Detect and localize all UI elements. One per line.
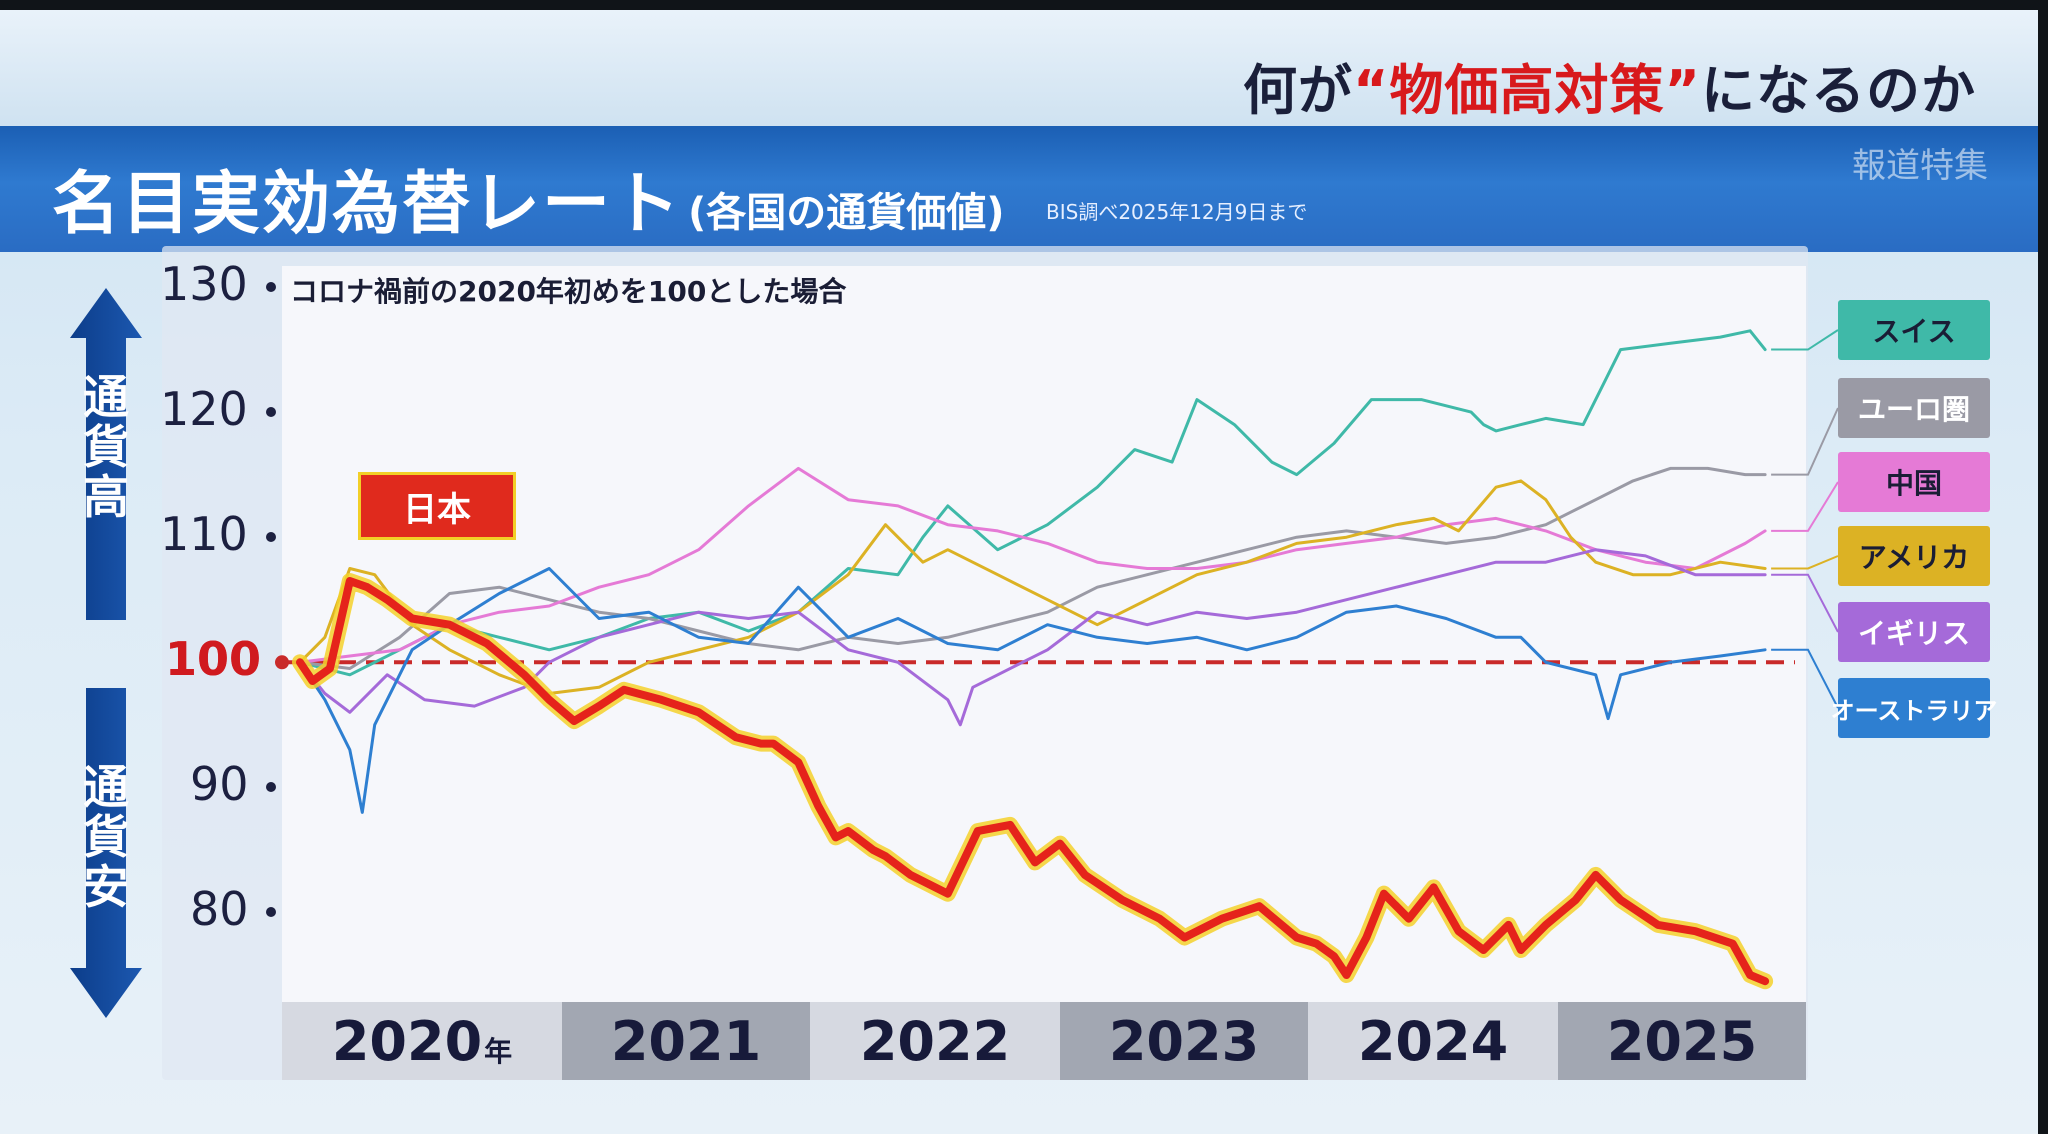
legend-leader-uk <box>1771 573 1839 633</box>
legend-leader-usa <box>1771 555 1839 570</box>
topic-suffix: になるのか <box>1701 59 1976 122</box>
data-source-note: BIS調べ2025年12月9日まで <box>1046 200 1308 224</box>
chart-note: コロナ禍前の2020年初めを100とした場合 <box>290 275 847 308</box>
x-tick-label: 2025 <box>1558 1002 1806 1080</box>
y-tick-label: 100 <box>165 632 262 687</box>
legend-leader-china <box>1771 481 1839 532</box>
y-tick-label: 90 <box>190 757 249 812</box>
legend-leader-australia <box>1771 648 1839 709</box>
y-tick-label: 130 <box>160 257 248 312</box>
legend-item-swiss: スイス <box>1838 300 1990 360</box>
series-label-japan: 日本 <box>358 472 516 540</box>
topic-prefix: 何が <box>1243 59 1354 122</box>
series-line-uk <box>298 548 1767 727</box>
x-tick-label: 2022 <box>810 1002 1060 1080</box>
y-tick-dot <box>266 782 276 793</box>
y-tick-label: 120 <box>160 382 248 437</box>
x-tick-year-suffix: 年 <box>484 1035 513 1068</box>
currency-down-arrow <box>70 688 142 1018</box>
topic-headline: 何が“物価高対策”になるのか <box>1243 46 1976 125</box>
legend-item-australia: オーストラリア <box>1831 678 1997 738</box>
legend-item-usa: アメリカ <box>1838 526 1990 586</box>
y-tick-label: 100 <box>165 632 262 687</box>
currency-up-arrow <box>70 288 142 620</box>
currency-down-label: 通貨安 <box>83 760 129 914</box>
screen-bezel-right <box>2038 0 2048 1134</box>
x-tick-label: 2021 <box>562 1002 810 1080</box>
currency-up-label: 通貨高 <box>83 370 129 524</box>
legend-leader-swiss <box>1771 329 1839 351</box>
reference-dot <box>275 655 289 670</box>
plot-area <box>282 266 1806 1002</box>
y-tick-dot <box>266 407 276 418</box>
y-tick-label: 110 <box>160 507 248 562</box>
series-line-euro <box>298 466 1767 670</box>
y-tick-label: 80 <box>190 882 249 937</box>
topic-banner: 何が“物価高対策”になるのか <box>0 10 2038 126</box>
topic-highlight: “物価高対策” <box>1353 59 1701 122</box>
legend-item-china: 中国 <box>1838 452 1990 512</box>
x-tick-label: 2023 <box>1060 1002 1308 1080</box>
legend-leader-euro <box>1771 407 1839 476</box>
x-tick-label: 2024 <box>1308 1002 1558 1080</box>
series-line-usa <box>298 479 1767 695</box>
series-line-swiss <box>298 329 1767 677</box>
x-tick-label: 2020 年 <box>282 1002 562 1080</box>
legend-item-euro: ユーロ圏 <box>1838 378 1990 438</box>
series-line-china <box>298 466 1767 664</box>
screen-bezel-top <box>0 0 2048 10</box>
chart-subtitle: (各国の通貨価値) <box>688 190 1005 236</box>
series-line-japan <box>296 577 1770 986</box>
title-bar: 名目実効為替レート (各国の通貨価値) BIS調べ2025年12月9日まで 報道… <box>0 126 2038 252</box>
y-tick-dot <box>266 532 276 543</box>
legend-item-uk: イギリス <box>1838 602 1990 662</box>
chart-title: 名目実効為替レート <box>52 165 683 244</box>
program-logo: 報道特集 <box>1852 146 1988 186</box>
y-tick-dot <box>266 907 276 918</box>
y-tick-dot <box>266 282 276 293</box>
